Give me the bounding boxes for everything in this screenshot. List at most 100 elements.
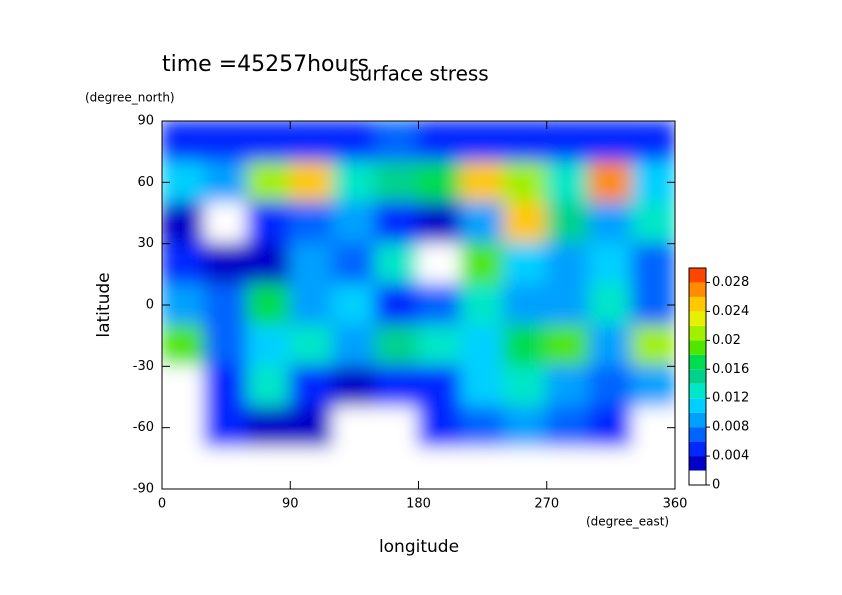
field-cell [631, 121, 675, 163]
field-cell [203, 201, 249, 245]
x-tick-label: 180 [406, 497, 431, 512]
field-cell [460, 160, 505, 204]
colorbar-segment [689, 398, 706, 413]
colorbar-segment [689, 456, 706, 471]
field-cell [503, 406, 548, 450]
field-cells [162, 121, 675, 489]
colorbar-segment [689, 354, 706, 370]
chart-title: surface stress [349, 62, 488, 86]
field-cell [289, 201, 334, 245]
field-cell [246, 283, 292, 327]
x-tick-label: 360 [663, 497, 688, 512]
field-cell [332, 121, 377, 163]
field-cell [588, 365, 634, 409]
colorbar-tick-label: 0.008 [712, 420, 749, 435]
field-cell [503, 324, 548, 368]
colorbar-tick-label: 0 [712, 478, 720, 493]
field-cell [162, 324, 206, 368]
x-tick-label: 270 [534, 497, 559, 512]
field-cell [246, 324, 292, 368]
field-cell [503, 365, 548, 409]
field-cell [460, 406, 505, 450]
field-cell [631, 447, 675, 489]
field-cell [503, 242, 548, 286]
field-cell [162, 121, 206, 163]
colorbar-segment [689, 441, 706, 457]
field-cell [631, 242, 675, 286]
colorbar-segment [689, 268, 706, 283]
field-cell [417, 283, 463, 327]
field-cell [417, 121, 463, 163]
field-cell [203, 242, 249, 286]
field-cell [503, 447, 548, 489]
colorbar-segment [689, 325, 706, 341]
colorbar-segment [689, 311, 706, 326]
field-cell [246, 406, 292, 450]
y-tick-label: -30 [133, 359, 154, 374]
field-cell [374, 160, 420, 204]
colorbar-tick-label: 0.004 [712, 449, 749, 464]
field-cell [162, 242, 206, 286]
field-cell [460, 121, 505, 163]
field-cell [246, 201, 292, 245]
field-cell [203, 283, 249, 327]
colorbar-segment [689, 383, 706, 399]
field-cell [203, 406, 249, 450]
field-cell [545, 160, 591, 204]
field-cell [417, 365, 463, 409]
field-cell [417, 242, 463, 286]
field-cell [460, 283, 505, 327]
field-cell [545, 201, 591, 245]
field-cell [246, 365, 292, 409]
y-tick-label: 30 [137, 236, 154, 251]
field [162, 121, 675, 489]
field-cell [332, 283, 377, 327]
colorbar-segment [689, 427, 706, 442]
y-tick-label: -60 [133, 420, 154, 435]
field-cell [246, 121, 292, 163]
y-tick-label: 0 [146, 298, 154, 313]
field-cell [162, 447, 206, 489]
field-cell [203, 324, 249, 368]
field-cell [332, 406, 377, 450]
field-cell [289, 406, 334, 450]
field-cell [162, 365, 206, 409]
field-cell [545, 324, 591, 368]
field-cell [588, 160, 634, 204]
field-cell [588, 121, 634, 163]
field-cell [545, 283, 591, 327]
field-cell [417, 160, 463, 204]
field-cell [588, 324, 634, 368]
field-cell [289, 365, 334, 409]
y-tick-label: 90 [137, 114, 154, 129]
colorbar-tick-label: 0.016 [712, 362, 749, 377]
colorbar-tick-label: 0.024 [712, 304, 749, 319]
field-cell [289, 324, 334, 368]
colorbar-segment [689, 296, 706, 312]
colorbar-segment [689, 412, 706, 428]
field-cell [545, 242, 591, 286]
field-cell [332, 447, 377, 489]
field-cell [289, 283, 334, 327]
field-cell [203, 160, 249, 204]
field-cell [332, 242, 377, 286]
field-cell [417, 324, 463, 368]
field-cell [203, 447, 249, 489]
x-tick-label: 0 [158, 497, 166, 512]
y-unit: (degree_north) [85, 91, 175, 105]
field-cell [162, 201, 206, 245]
colorbar-segment [689, 369, 706, 384]
field-cell [417, 447, 463, 489]
field-cell [503, 283, 548, 327]
field-cell [289, 447, 334, 489]
field-cell [203, 121, 249, 163]
field-cell [545, 406, 591, 450]
field-cell [588, 201, 634, 245]
y-tick-label: 60 [137, 175, 154, 190]
field-cell [332, 324, 377, 368]
x-axis-label: longitude [379, 537, 459, 557]
subtitle: time =45257hours [162, 52, 369, 77]
field-cell [374, 365, 420, 409]
y-tick-label: -90 [133, 482, 154, 497]
